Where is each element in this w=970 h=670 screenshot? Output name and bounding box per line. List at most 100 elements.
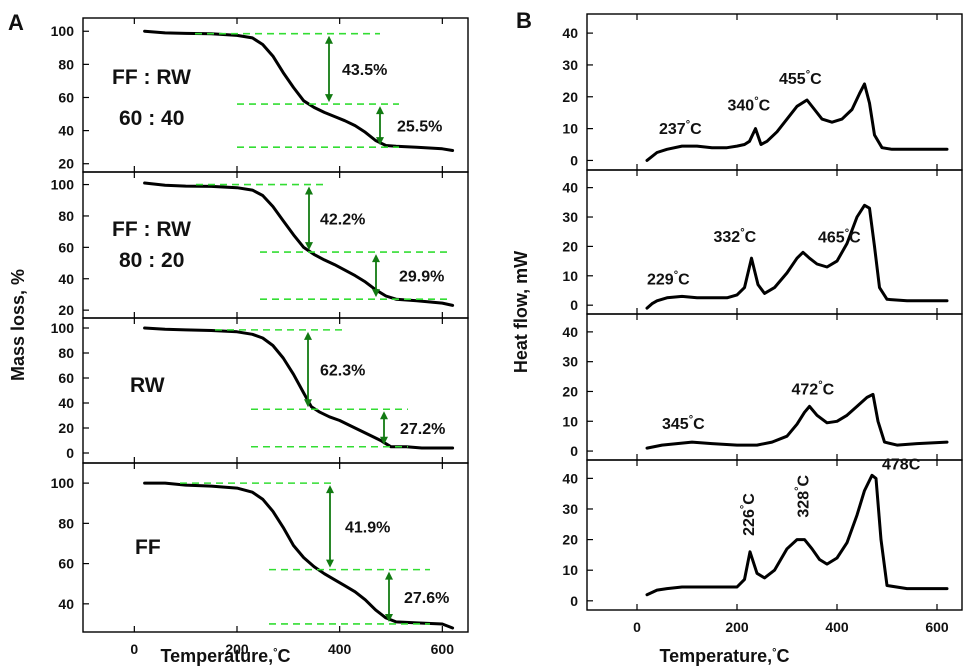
y-tick-label: 100	[51, 177, 75, 193]
peak-temperature-label: 332°C	[714, 227, 757, 246]
y-tick-label: 40	[58, 123, 74, 139]
y-tick-label: 0	[570, 152, 578, 168]
subplot-frame	[586, 13, 963, 171]
y-tick-label: 40	[562, 470, 578, 486]
mass-loss-step-label: 43.5%	[342, 62, 387, 79]
subplot-frame	[586, 169, 963, 315]
y-tick-label: 40	[58, 271, 74, 287]
y-tick-label: 0	[66, 445, 74, 461]
a-subplot-3: 0 20 40 60 80 100 RW 62.3% 27.2%	[51, 317, 469, 464]
mass-loss-step-label: 27.2%	[400, 421, 445, 438]
y-tick-label: 40	[562, 180, 578, 196]
step-arrow-head	[376, 137, 384, 146]
mass-loss-step-label: 62.3%	[320, 363, 365, 380]
y-tick-label: 0	[570, 297, 578, 313]
y-tick-label: 40	[58, 596, 74, 612]
step-arrow-head	[385, 571, 393, 580]
step-arrow-head	[325, 35, 333, 44]
b-subplot-1: 0 10 20 30 40 237°C 340°C 455°C	[562, 13, 963, 171]
peak-temperature-label: 237°C	[659, 119, 702, 138]
subplot-frame	[82, 462, 469, 633]
peak-temperature-label: 226°C	[739, 493, 758, 536]
x-tick-label: 0	[130, 641, 138, 657]
y-tick-label: 100	[51, 320, 75, 336]
y-tick-label: 20	[58, 420, 74, 436]
y-tick-label: 30	[562, 501, 578, 517]
peak-temperature-label: 472°C	[792, 379, 835, 398]
y-tick-label: 10	[562, 121, 578, 137]
y-tick-label: 10	[562, 413, 578, 429]
step-arrow-head	[304, 331, 312, 340]
step-arrow-head	[380, 436, 388, 445]
y-tick-label: 10	[562, 268, 578, 284]
x-axis-title: Temperature,°C	[160, 646, 290, 666]
b-subplot-2: 0 10 20 30 40 229°C 332°C 465°C	[562, 169, 963, 315]
step-arrow-head	[305, 186, 313, 195]
sample-label: 80 : 20	[119, 249, 184, 272]
y-tick-label: 20	[58, 156, 74, 172]
y-tick-label: 30	[562, 57, 578, 73]
subplot-frame	[82, 171, 469, 319]
b-subplot-3: 0 10 20 30 40 345°C 472°C	[562, 313, 963, 461]
panel-b-heat-flow-chart: 0 10 20 30 40 237°C 340°C 455°C 0 10 20 30 40 229°C 33…	[511, 13, 963, 666]
step-arrow-head	[305, 242, 313, 251]
sample-label: FF	[135, 536, 161, 559]
step-arrow-head	[372, 289, 380, 298]
a-subplot-4: 40 60 80 100 FF 41.9% 27.6%	[51, 462, 469, 633]
y-tick-label: 80	[58, 208, 74, 224]
y-tick-label: 30	[562, 209, 578, 225]
y-tick-label: 10	[562, 562, 578, 578]
y-tick-label: 60	[58, 239, 74, 255]
peak-temperature-label: 229°C	[647, 269, 690, 288]
x-tick-label: 600	[431, 641, 455, 657]
step-arrow-head	[326, 485, 334, 494]
y-tick-label: 20	[562, 89, 578, 105]
panel-b-label: B	[516, 8, 532, 33]
mass-loss-step-label: 42.2%	[320, 211, 365, 228]
peak-temperature-label: 465°C	[818, 227, 861, 246]
sample-label: 60 : 40	[119, 107, 184, 130]
x-tick-label: 600	[925, 619, 949, 635]
a-subplot-1: 20 40 60 80 100 FF : RW 60 : 40 43.5% 25.5%	[51, 17, 469, 173]
step-arrow-head	[380, 411, 388, 420]
y-tick-label: 40	[562, 324, 578, 340]
subplot-frame	[586, 459, 963, 611]
step-arrow-head	[325, 94, 333, 103]
peak-temperature-label: 455°C	[779, 69, 822, 88]
y-tick-label: 60	[58, 556, 74, 572]
step-arrow-head	[372, 254, 380, 263]
y-tick-label: 40	[58, 395, 74, 411]
step-arrow-head	[376, 106, 384, 115]
sample-label: FF : RW	[112, 66, 191, 89]
y-tick-label: 20	[562, 238, 578, 254]
x-tick-label: 200	[225, 641, 249, 657]
b-curve-1	[645, 82, 949, 162]
x-tick-label: 200	[725, 619, 749, 635]
y-tick-label: 80	[58, 345, 74, 361]
subplot-frame	[82, 17, 469, 173]
panel-a-thermogravimetric-chart: 20 40 60 80 100 FF : RW 60 : 40 43.5% 25.5% 20 40 6…	[8, 17, 469, 666]
y-tick-label: 100	[51, 475, 75, 491]
step-arrow-head	[326, 559, 334, 568]
mass-loss-step-label: 41.9%	[345, 519, 390, 536]
subplot-frame	[586, 313, 963, 461]
x-tick-label: 400	[328, 641, 352, 657]
y-tick-label: 60	[58, 89, 74, 105]
y-tick-label: 100	[51, 23, 75, 39]
y-tick-label: 60	[58, 370, 74, 386]
step-arrow-head	[385, 613, 393, 622]
y-tick-label: 0	[570, 593, 578, 609]
peak-temperature-label: 345°C	[662, 414, 705, 433]
y-tick-label: 0	[570, 443, 578, 459]
y-tick-label: 40	[562, 25, 578, 41]
x-tick-label: 400	[825, 619, 849, 635]
peak-temperature-label: 340°C	[728, 96, 771, 115]
step-arrow-head	[304, 399, 312, 408]
mass-loss-step-label: 29.9%	[399, 269, 444, 286]
a-curve-2	[143, 181, 455, 307]
y-tick-label: 20	[562, 532, 578, 548]
a-curve-1	[143, 29, 455, 152]
y-tick-label: 80	[58, 56, 74, 72]
x-axis-title: Temperature,°C	[659, 646, 789, 666]
